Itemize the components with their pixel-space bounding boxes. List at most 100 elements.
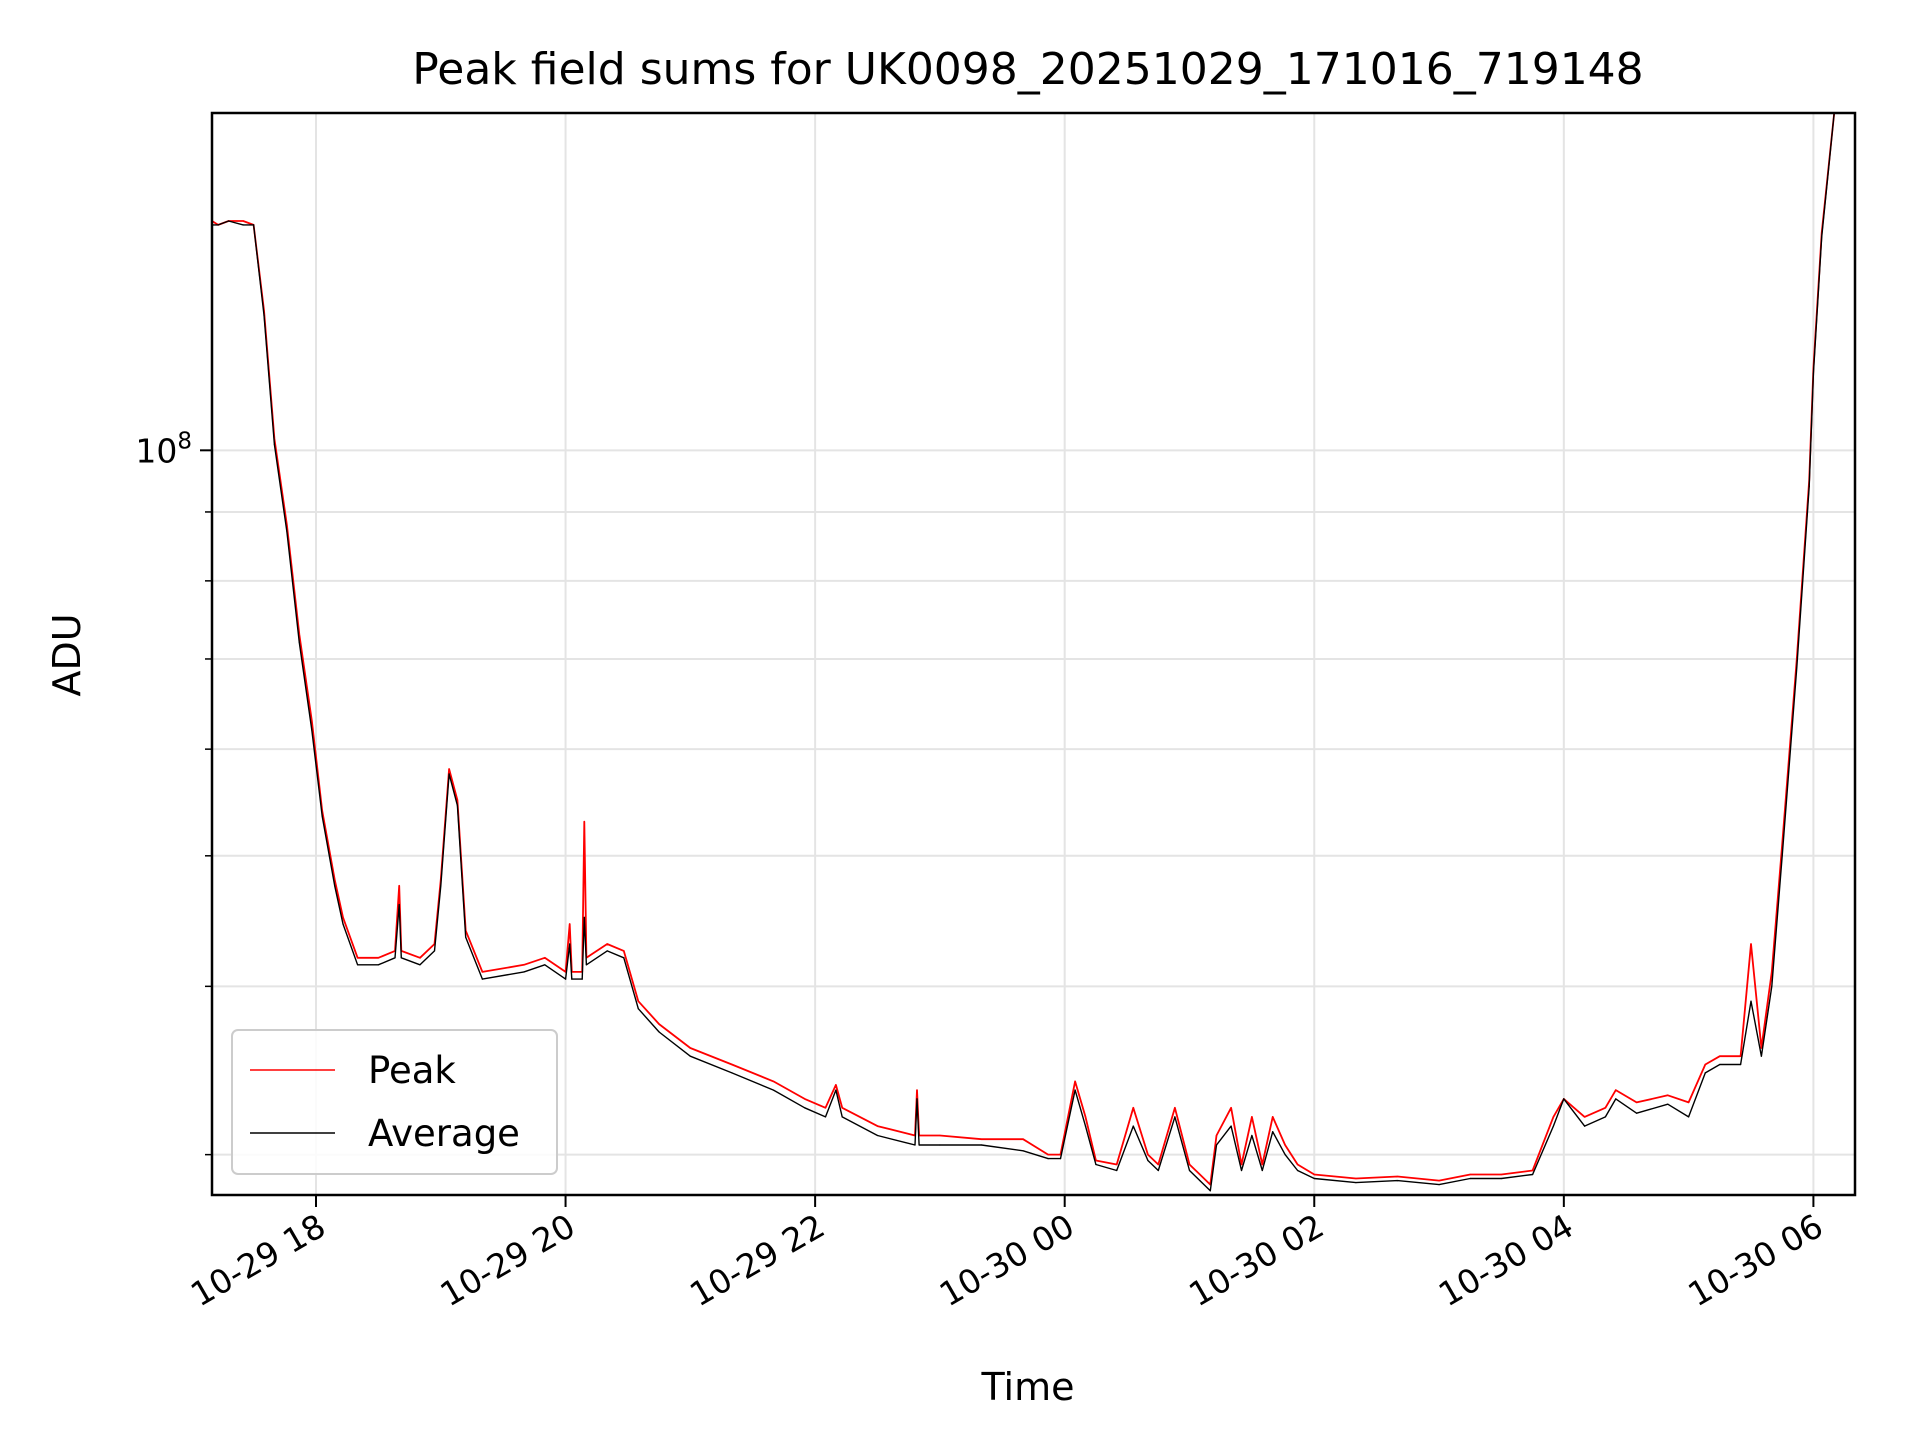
- series-point-peak: [1047, 1154, 1049, 1156]
- series-point-average: [824, 1116, 827, 1118]
- series-point-average: [1147, 1159, 1149, 1162]
- y-tick-label-exponent: 8: [177, 428, 192, 454]
- series-point-peak: [1636, 1101, 1638, 1103]
- series-point-peak: [623, 950, 625, 952]
- series-point-peak: [1313, 1173, 1315, 1176]
- series-point-average: [1563, 1098, 1565, 1100]
- series-point-average: [433, 950, 436, 952]
- series-point-peak: [606, 943, 608, 945]
- series-point-average: [298, 641, 300, 644]
- series-point-average: [1355, 1182, 1357, 1184]
- series-point-average: [581, 978, 583, 980]
- series-point-average: [1272, 1131, 1274, 1133]
- series-point-peak: [980, 1138, 983, 1140]
- legend-label-peak: Peak: [368, 1049, 456, 1092]
- series-point-peak: [1297, 1163, 1299, 1166]
- series-point-average: [1188, 1169, 1191, 1172]
- series-point-peak: [1116, 1163, 1118, 1166]
- series-point-peak: [544, 957, 546, 959]
- series-point-peak: [1688, 1101, 1690, 1103]
- series-point-peak: [1251, 1116, 1253, 1118]
- series-point-peak: [1740, 1055, 1742, 1057]
- series-point-peak: [1438, 1180, 1440, 1182]
- y-tick-label: 108: [135, 428, 192, 470]
- series-point-average: [1284, 1154, 1286, 1156]
- series-point-peak: [242, 220, 244, 222]
- series-point-peak: [1132, 1107, 1134, 1109]
- series-point-average: [419, 964, 421, 966]
- series-point-peak: [1199, 1173, 1201, 1176]
- series-point-average: [1636, 1112, 1638, 1114]
- y-axis-label: ADU: [45, 613, 89, 696]
- series-point-peak: [1469, 1173, 1471, 1176]
- series-point-average: [623, 957, 625, 959]
- series-point-average: [835, 1089, 837, 1091]
- series-point-average: [357, 964, 359, 966]
- series-point-peak: [1500, 1173, 1502, 1176]
- series-point-peak: [1174, 1107, 1176, 1109]
- series-point-peak: [689, 1047, 691, 1049]
- series-point-peak: [1084, 1116, 1087, 1118]
- series-point-average: [1704, 1072, 1706, 1074]
- series-point-average: [876, 1134, 879, 1137]
- series-point-average: [571, 978, 573, 980]
- legend: Peak Average: [231, 1029, 558, 1175]
- series-point-average: [523, 971, 525, 973]
- series-point-average: [398, 904, 400, 906]
- series-point-average: [1132, 1125, 1134, 1127]
- series-point-average: [1604, 1116, 1606, 1118]
- series-point-peak: [1552, 1116, 1554, 1118]
- series-point-average: [1667, 1103, 1669, 1105]
- series-point-peak: [835, 1084, 837, 1086]
- series-point-peak: [1215, 1134, 1218, 1137]
- series-point-average: [1438, 1184, 1440, 1186]
- x-axis-label: Time: [981, 1365, 1075, 1409]
- series-point-average: [569, 943, 571, 945]
- series-point-average: [1796, 666, 1798, 669]
- series-point-average: [400, 957, 402, 959]
- series-point-peak: [311, 720, 313, 722]
- series-point-average: [804, 1107, 806, 1109]
- series-point-peak: [876, 1125, 879, 1127]
- series-point-average: [731, 1072, 733, 1074]
- series-point-peak: [916, 1089, 918, 1091]
- series-point-average: [1584, 1125, 1586, 1127]
- series-point-average: [918, 1144, 920, 1146]
- chart-title: Peak field sums for UK0098_20251029_1710…: [412, 44, 1643, 95]
- series-point-average: [1469, 1177, 1471, 1180]
- series-point-average: [585, 964, 588, 966]
- series-point-peak: [1771, 971, 1773, 973]
- series-point-average: [1532, 1173, 1534, 1176]
- y-tick-label-base: 10: [135, 431, 177, 470]
- series-point-peak: [841, 1107, 843, 1109]
- series-point-average: [286, 531, 288, 533]
- series-point-average: [440, 885, 442, 887]
- series-point-peak: [1584, 1116, 1586, 1118]
- series-point-peak: [1261, 1163, 1263, 1166]
- series-point-average: [1215, 1144, 1218, 1146]
- series-point-average: [916, 1098, 918, 1100]
- series-point-average: [1251, 1134, 1253, 1137]
- series-point-average: [1240, 1169, 1243, 1172]
- series-point-average: [456, 804, 458, 807]
- series-point-average: [448, 773, 450, 775]
- series-point-peak: [377, 957, 379, 959]
- axis-ticks: [200, 449, 1815, 1207]
- series-point-average: [689, 1055, 691, 1057]
- series-point-average: [1552, 1125, 1554, 1127]
- series-point-average: [1047, 1158, 1049, 1160]
- series-point-average: [1230, 1125, 1232, 1127]
- series-point-peak: [1147, 1154, 1149, 1156]
- series-point-average: [1174, 1116, 1176, 1118]
- series-point-average: [1022, 1150, 1024, 1152]
- series-point-peak: [1157, 1163, 1159, 1166]
- series-point-peak: [804, 1098, 806, 1100]
- series-point-peak: [1719, 1055, 1721, 1057]
- series-point-peak: [523, 964, 525, 966]
- series-point-peak: [1074, 1080, 1076, 1082]
- series-point-peak: [1272, 1116, 1274, 1118]
- legend-label-average: Average: [368, 1112, 520, 1155]
- series-point-average: [980, 1144, 983, 1146]
